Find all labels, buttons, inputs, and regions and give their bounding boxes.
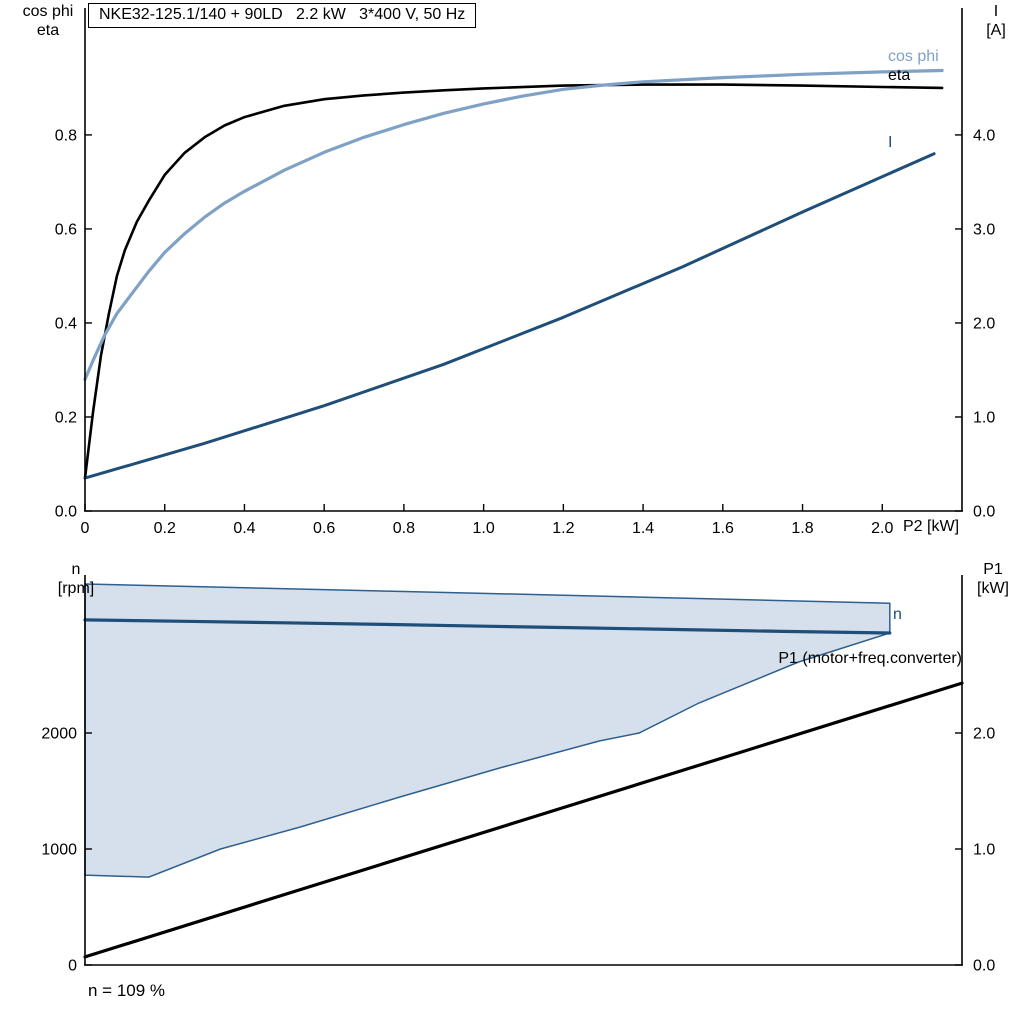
y-left-tick-label: 2000 (41, 725, 77, 742)
x-tick-label: 2.0 (871, 520, 893, 537)
y-right-tick-label: 2.0 (973, 315, 995, 332)
y-left-tick-label: 1000 (41, 841, 77, 858)
curve-label-n: n (893, 606, 902, 623)
speed-range-band (84, 583, 891, 878)
x-tick-label: 1.6 (712, 520, 734, 537)
x-tick-label: 0 (81, 520, 90, 537)
y-right-tick-label: 0.0 (973, 958, 995, 975)
y-right-tick-label: 0.0 (973, 504, 995, 521)
axis-title-speed-unit: [rpm] (57, 580, 95, 597)
y-right-tick-label: 4.0 (973, 127, 995, 144)
axis-title-cos-phi: cos phi (22, 3, 74, 20)
y-left-tick-label: 0.8 (55, 127, 77, 144)
curve-label-cos-phi: cos phi (888, 48, 939, 65)
y-left-tick-label: 0.0 (55, 504, 77, 521)
x-tick-label: 1.4 (632, 520, 654, 537)
x-tick-label: 1.0 (473, 520, 495, 537)
axis-title-p1: P1 (983, 561, 1003, 578)
axis-title-current: I (993, 3, 999, 20)
top-right-axis-title: I [A] (972, 2, 1020, 40)
y-right-tick-label: 1.0 (973, 409, 995, 426)
x-tick-label: 0.2 (154, 520, 176, 537)
axis-title-speed: n (71, 561, 81, 578)
x-tick-label: 1.2 (552, 520, 574, 537)
y-right-tick-label: 3.0 (973, 221, 995, 238)
curve-p1 (83, 681, 964, 959)
y-right-tick-label: 2.0 (973, 725, 995, 742)
curve-current (83, 152, 936, 480)
x-tick-label: 1.8 (791, 520, 813, 537)
curve-eta (83, 83, 944, 480)
curve-label-eta: eta (888, 67, 911, 84)
axis-title-current-unit: [A] (986, 22, 1006, 39)
curve-cos-phi (83, 68, 944, 381)
axis-title-p1-unit: [kW] (977, 580, 1009, 597)
bottom-right-axis-title: P1 [kW] (964, 560, 1022, 598)
curve-label-p1: P1 (motor+freq.converter) (778, 650, 962, 667)
x-tick-label: 0.6 (313, 520, 335, 537)
y-left-tick-label: 0.4 (55, 315, 77, 332)
speed-percentage-annotation: n = 109 % (88, 981, 166, 1000)
x-tick-label: 0.8 (393, 520, 415, 537)
y-left-tick-label: 0.6 (55, 221, 77, 238)
y-left-tick-label: 0 (68, 958, 77, 975)
axis-title-eta: eta (36, 22, 60, 39)
x-axis-label: P2 [kW] (903, 518, 960, 535)
bottom-left-axis-title: n [rpm] (26, 560, 126, 598)
y-right-tick-label: 1.0 (973, 841, 995, 858)
top-left-axis-title: cos phi eta (8, 2, 88, 40)
curve-label-current: I (888, 134, 893, 151)
x-tick-label: 0.4 (233, 520, 255, 537)
y-left-tick-label: 0.2 (55, 409, 77, 426)
chart-title: NKE32-125.1/140 + 90LD 2.2 kW 3*400 V, 5… (88, 3, 477, 28)
curve-n (83, 618, 892, 635)
